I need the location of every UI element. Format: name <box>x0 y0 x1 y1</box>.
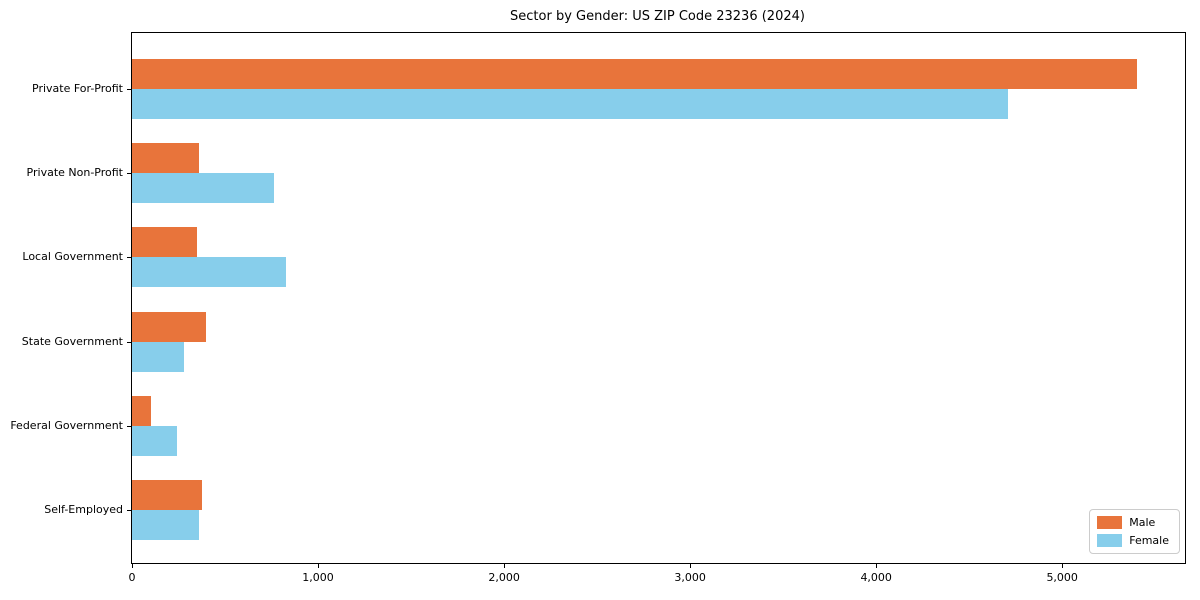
y-tick <box>127 89 131 90</box>
bar-male-self-employed <box>132 480 202 510</box>
x-tick <box>876 564 878 568</box>
bar-female-self-employed <box>132 510 199 540</box>
x-tick <box>504 564 506 568</box>
x-tick-label: 2,000 <box>488 571 520 584</box>
legend: Male Female <box>1089 509 1180 554</box>
y-tick <box>127 257 131 259</box>
y-axis-label-private-non-profit: Private Non-Profit <box>26 166 123 180</box>
bar-female-local-government <box>132 257 287 288</box>
female-series-swatch <box>1097 534 1123 547</box>
y-tick <box>127 510 131 511</box>
y-axis-label-local-government: Local Government <box>22 250 123 264</box>
legend-item-female: Female <box>1097 534 1169 547</box>
bar-male-private-for-profit <box>132 59 1137 89</box>
legend-label-male: Male <box>1129 516 1156 529</box>
bar-male-private-non-profit <box>132 143 199 174</box>
x-tick-label: 0 <box>128 571 136 584</box>
y-tick <box>127 341 131 343</box>
y-axis-label-federal-government: Federal Government <box>10 418 123 432</box>
x-tick <box>690 564 692 568</box>
bar-female-state-government <box>132 341 185 372</box>
bar-male-federal-government <box>132 395 151 426</box>
y-axis-label-state-government: State Government <box>21 334 123 348</box>
x-tick <box>318 564 319 568</box>
y-tick <box>127 425 131 427</box>
x-tick-label: 5,000 <box>1046 571 1078 584</box>
y-axis-label-private-for-profit: Private For-Profit <box>32 82 123 95</box>
y-tick <box>127 173 131 175</box>
bar-male-state-government <box>132 311 207 342</box>
chart-title: Sector by Gender: US ZIP Code 23236 (202… <box>510 9 805 24</box>
x-tick <box>1062 564 1064 568</box>
bar-female-federal-government <box>132 425 177 456</box>
legend-item-male: Male <box>1097 516 1169 529</box>
x-tick <box>132 564 133 568</box>
male-series-swatch <box>1097 516 1123 529</box>
x-tick-label: 3,000 <box>674 571 706 584</box>
plot-area: Male Female Private For-Profit Private No… <box>10 32 1186 584</box>
x-tick-label: 4,000 <box>860 571 892 584</box>
x-tick-label: 1,000 <box>302 571 334 584</box>
bar-female-private-for-profit <box>132 89 1009 119</box>
legend-label-female: Female <box>1129 534 1169 547</box>
bar-female-private-non-profit <box>132 173 275 204</box>
bar-male-local-government <box>132 227 198 258</box>
y-axis-label-self-employed: Self-Employed <box>44 503 123 516</box>
